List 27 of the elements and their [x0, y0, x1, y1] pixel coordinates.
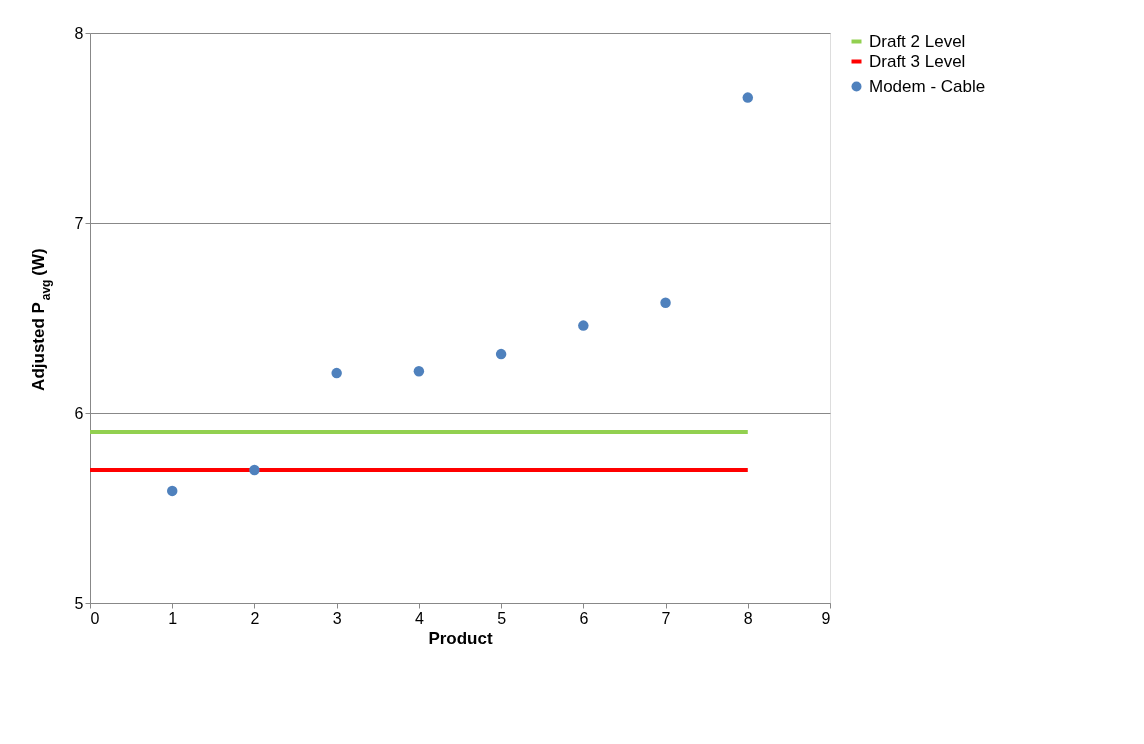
y-tick-label: 7 [74, 214, 84, 232]
x-tick-label: 3 [332, 609, 342, 627]
point [166, 485, 178, 497]
y-tick-label: 8 [74, 24, 84, 42]
point [495, 348, 507, 360]
point [742, 92, 754, 103]
y-tick-label: 5 [74, 594, 84, 612]
x-tick-label: 6 [579, 609, 589, 627]
point [413, 365, 425, 377]
x-tick-label: 8 [743, 609, 753, 627]
point [249, 464, 260, 476]
x-tick-label: 9 [821, 609, 831, 627]
legend-label: Modem - Cable [869, 76, 986, 96]
x-tick-label: 4 [414, 609, 424, 627]
x-tick-label: 7 [661, 609, 671, 627]
point [660, 297, 671, 309]
x-tick-label: 5 [497, 609, 507, 627]
x-tick-label: 0 [90, 609, 100, 627]
y-axis-title: Adjusted Pavg (W) [29, 248, 53, 391]
x-tick-label: 1 [168, 609, 178, 627]
x-axis-title: Product [428, 628, 493, 648]
legend-label: Draft 3 Level [869, 51, 966, 71]
point [578, 320, 589, 331]
point [331, 367, 342, 379]
y-tick-label: 6 [74, 404, 84, 422]
legend-label: Draft 2 Level [869, 31, 966, 51]
x-tick-label: 2 [250, 609, 260, 627]
